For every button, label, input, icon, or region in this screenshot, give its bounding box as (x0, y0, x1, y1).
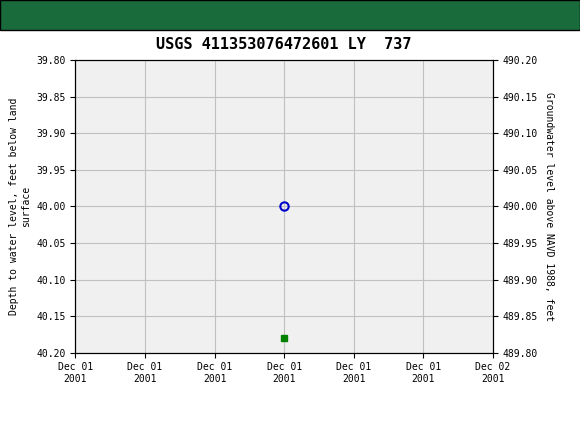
Text: ≡USGS: ≡USGS (12, 6, 70, 25)
Y-axis label: Groundwater level above NAVD 1988, feet: Groundwater level above NAVD 1988, feet (543, 92, 553, 321)
Bar (0, 0, 70, 30)
Y-axis label: Depth to water level, feet below land
surface: Depth to water level, feet below land su… (9, 98, 31, 315)
Title: USGS 411353076472601 LY  737: USGS 411353076472601 LY 737 (157, 37, 412, 52)
